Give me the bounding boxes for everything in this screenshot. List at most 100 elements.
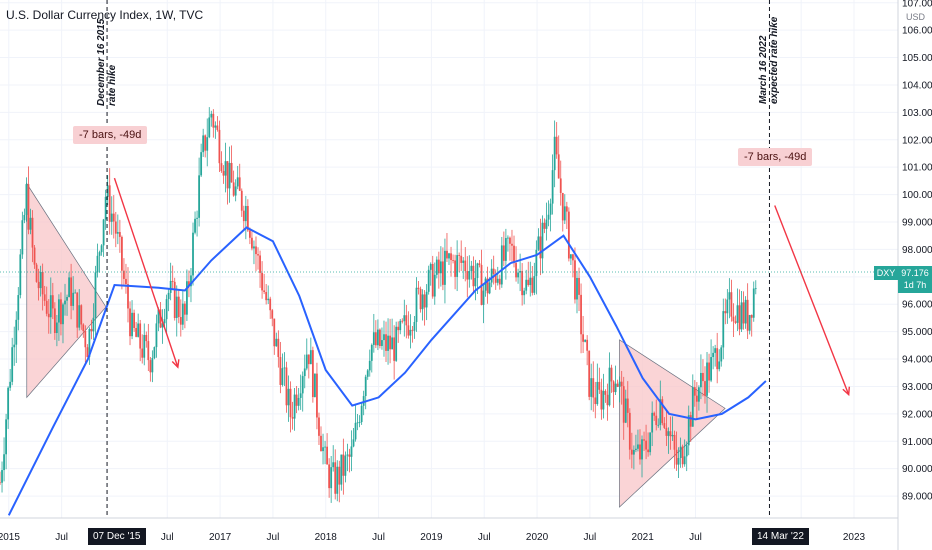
candle-body xyxy=(137,323,140,337)
candle-body xyxy=(533,276,536,293)
candle-body xyxy=(94,272,97,318)
candle-body xyxy=(427,269,430,292)
candle-body xyxy=(738,305,741,330)
candle-body xyxy=(643,439,645,441)
y-axis[interactable]: 107.000 106.000 105.000 104.000 103.000 102.0… xyxy=(902,0,932,503)
candle-body xyxy=(372,332,375,345)
candle-body xyxy=(718,361,721,370)
candle-body xyxy=(685,445,688,457)
candle-body xyxy=(517,272,519,278)
candle-body xyxy=(253,246,255,249)
candle-body xyxy=(750,315,753,318)
candle-body xyxy=(318,417,320,436)
candle-body xyxy=(344,455,347,476)
candle-body xyxy=(442,261,444,285)
candle-body xyxy=(141,348,144,358)
candle-body xyxy=(123,270,125,279)
candle-body xyxy=(322,447,324,452)
candle-body xyxy=(374,332,377,346)
candle-body xyxy=(257,254,259,256)
candle-body xyxy=(391,337,394,350)
candle-body xyxy=(3,454,5,471)
candle-body xyxy=(135,328,138,337)
candle-body xyxy=(464,260,467,272)
candle-body xyxy=(706,362,708,396)
candle-body xyxy=(567,211,570,259)
candle-body xyxy=(549,203,552,215)
candle-body xyxy=(570,254,572,259)
candle-body xyxy=(35,264,38,282)
candle-body xyxy=(90,328,93,332)
candle-body xyxy=(429,263,432,270)
candle-body xyxy=(263,290,266,293)
candle-body xyxy=(500,245,503,285)
candle-body xyxy=(519,271,522,273)
candle-body xyxy=(679,446,682,459)
candle-body xyxy=(553,136,556,171)
candle-body xyxy=(326,446,328,465)
candle-body xyxy=(279,357,282,385)
candle-body xyxy=(389,335,391,350)
candle-body xyxy=(702,372,704,382)
candle-body xyxy=(502,245,505,261)
candle-body xyxy=(31,217,34,248)
candle-body xyxy=(620,381,623,387)
candle-body xyxy=(210,113,213,118)
candle-body xyxy=(301,376,304,394)
candle-body xyxy=(358,422,361,423)
candle-body xyxy=(183,303,186,315)
candle-body xyxy=(161,323,164,328)
candle-body xyxy=(244,205,247,222)
candle-body xyxy=(462,260,465,263)
candle-body xyxy=(661,399,664,424)
candle-body xyxy=(545,219,548,229)
candle-body xyxy=(525,279,528,291)
candle-body xyxy=(157,309,160,324)
candle-body xyxy=(655,415,658,426)
candle-body xyxy=(444,250,446,285)
candle-body xyxy=(5,419,7,455)
candle-body xyxy=(734,321,737,323)
candle-body xyxy=(139,323,142,349)
candle-body xyxy=(476,263,479,278)
candle-body xyxy=(192,232,194,276)
candle-body xyxy=(29,217,32,230)
x-tick-label: 2015 xyxy=(0,532,20,543)
y-tick-label: 92.000 xyxy=(902,409,932,420)
candle-body xyxy=(240,190,243,211)
candle-body xyxy=(336,466,339,494)
candle-body xyxy=(55,322,58,334)
candle-body xyxy=(96,255,99,273)
candle-body xyxy=(226,161,229,189)
candle-body xyxy=(362,396,365,406)
candle-body xyxy=(224,161,227,176)
candle-body xyxy=(41,271,44,295)
candle-body xyxy=(450,253,452,261)
candle-body xyxy=(484,278,487,291)
y-tick-label: 96.000 xyxy=(902,300,932,311)
candle-body xyxy=(309,350,312,365)
candle-body xyxy=(551,170,554,204)
candle-body xyxy=(748,315,751,331)
candle-body xyxy=(537,236,540,250)
candle-body xyxy=(145,334,148,342)
candle-body xyxy=(27,184,30,230)
candle-body xyxy=(320,435,322,452)
candle-body xyxy=(555,136,558,155)
candle-body xyxy=(596,381,599,405)
candle-body xyxy=(529,277,532,286)
candle-body xyxy=(409,329,412,336)
candle-body xyxy=(746,299,749,331)
candle-body xyxy=(151,358,154,373)
candle-body xyxy=(64,300,66,305)
candle-body xyxy=(242,210,245,222)
candle-body xyxy=(212,113,215,128)
candle-body xyxy=(222,170,225,176)
candle-body xyxy=(458,255,461,256)
candle-body xyxy=(401,320,404,322)
candle-body xyxy=(58,299,60,323)
candle-body xyxy=(511,243,513,246)
candle-body xyxy=(25,184,28,215)
candle-body xyxy=(228,162,231,189)
